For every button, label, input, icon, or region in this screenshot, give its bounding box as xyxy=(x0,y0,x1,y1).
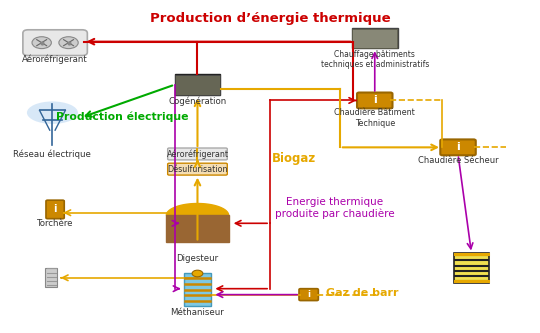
FancyBboxPatch shape xyxy=(440,140,476,155)
Text: Gaz de barr: Gaz de barr xyxy=(326,288,399,298)
Text: Chauffage bâtiments
techniques et administratifs: Chauffage bâtiments techniques et admini… xyxy=(321,50,429,69)
FancyBboxPatch shape xyxy=(45,268,57,287)
FancyBboxPatch shape xyxy=(167,163,227,175)
Text: Production électrique: Production électrique xyxy=(56,112,188,122)
FancyBboxPatch shape xyxy=(174,74,220,95)
Circle shape xyxy=(192,270,203,277)
FancyBboxPatch shape xyxy=(166,215,228,242)
Text: Chaudière Sécheur: Chaudière Sécheur xyxy=(418,156,498,165)
FancyBboxPatch shape xyxy=(167,148,227,160)
Text: Digesteur: Digesteur xyxy=(177,254,219,263)
Text: Chaudière Bâtiment
Technique: Chaudière Bâtiment Technique xyxy=(334,108,415,128)
FancyBboxPatch shape xyxy=(357,93,393,108)
Circle shape xyxy=(59,37,78,49)
Circle shape xyxy=(32,37,51,49)
Text: i: i xyxy=(373,96,376,106)
Text: i: i xyxy=(53,204,57,214)
FancyBboxPatch shape xyxy=(352,28,397,48)
Text: Méthaniseur: Méthaniseur xyxy=(171,308,224,317)
FancyBboxPatch shape xyxy=(353,29,397,48)
FancyBboxPatch shape xyxy=(23,30,87,56)
Text: Production d’énergie thermique: Production d’énergie thermique xyxy=(150,12,390,25)
Text: Torchère: Torchère xyxy=(37,219,73,228)
Text: Cogénération: Cogénération xyxy=(168,97,227,106)
FancyBboxPatch shape xyxy=(184,273,212,306)
Text: Energie thermique
produite par chaudière: Energie thermique produite par chaudière xyxy=(275,197,394,219)
Text: Aéroréfrigerant: Aéroréfrigerant xyxy=(166,149,228,159)
Ellipse shape xyxy=(27,102,78,124)
Text: Réseau électrique: Réseau électrique xyxy=(14,150,91,160)
Text: Aéroréfrigerant: Aéroréfrigerant xyxy=(22,54,88,64)
Polygon shape xyxy=(166,203,228,215)
Text: Biogaz: Biogaz xyxy=(272,152,316,165)
FancyBboxPatch shape xyxy=(299,289,319,301)
FancyBboxPatch shape xyxy=(454,253,489,283)
FancyBboxPatch shape xyxy=(46,200,64,219)
FancyBboxPatch shape xyxy=(175,75,220,95)
Text: Désulfurisation: Désulfurisation xyxy=(167,165,228,173)
Text: i: i xyxy=(307,290,310,299)
Text: i: i xyxy=(456,142,460,152)
